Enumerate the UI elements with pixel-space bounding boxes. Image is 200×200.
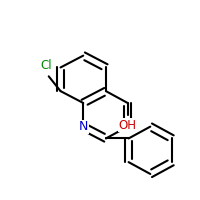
Text: N: N (79, 120, 88, 133)
Text: Cl: Cl (40, 59, 52, 72)
Text: OH: OH (119, 119, 137, 132)
